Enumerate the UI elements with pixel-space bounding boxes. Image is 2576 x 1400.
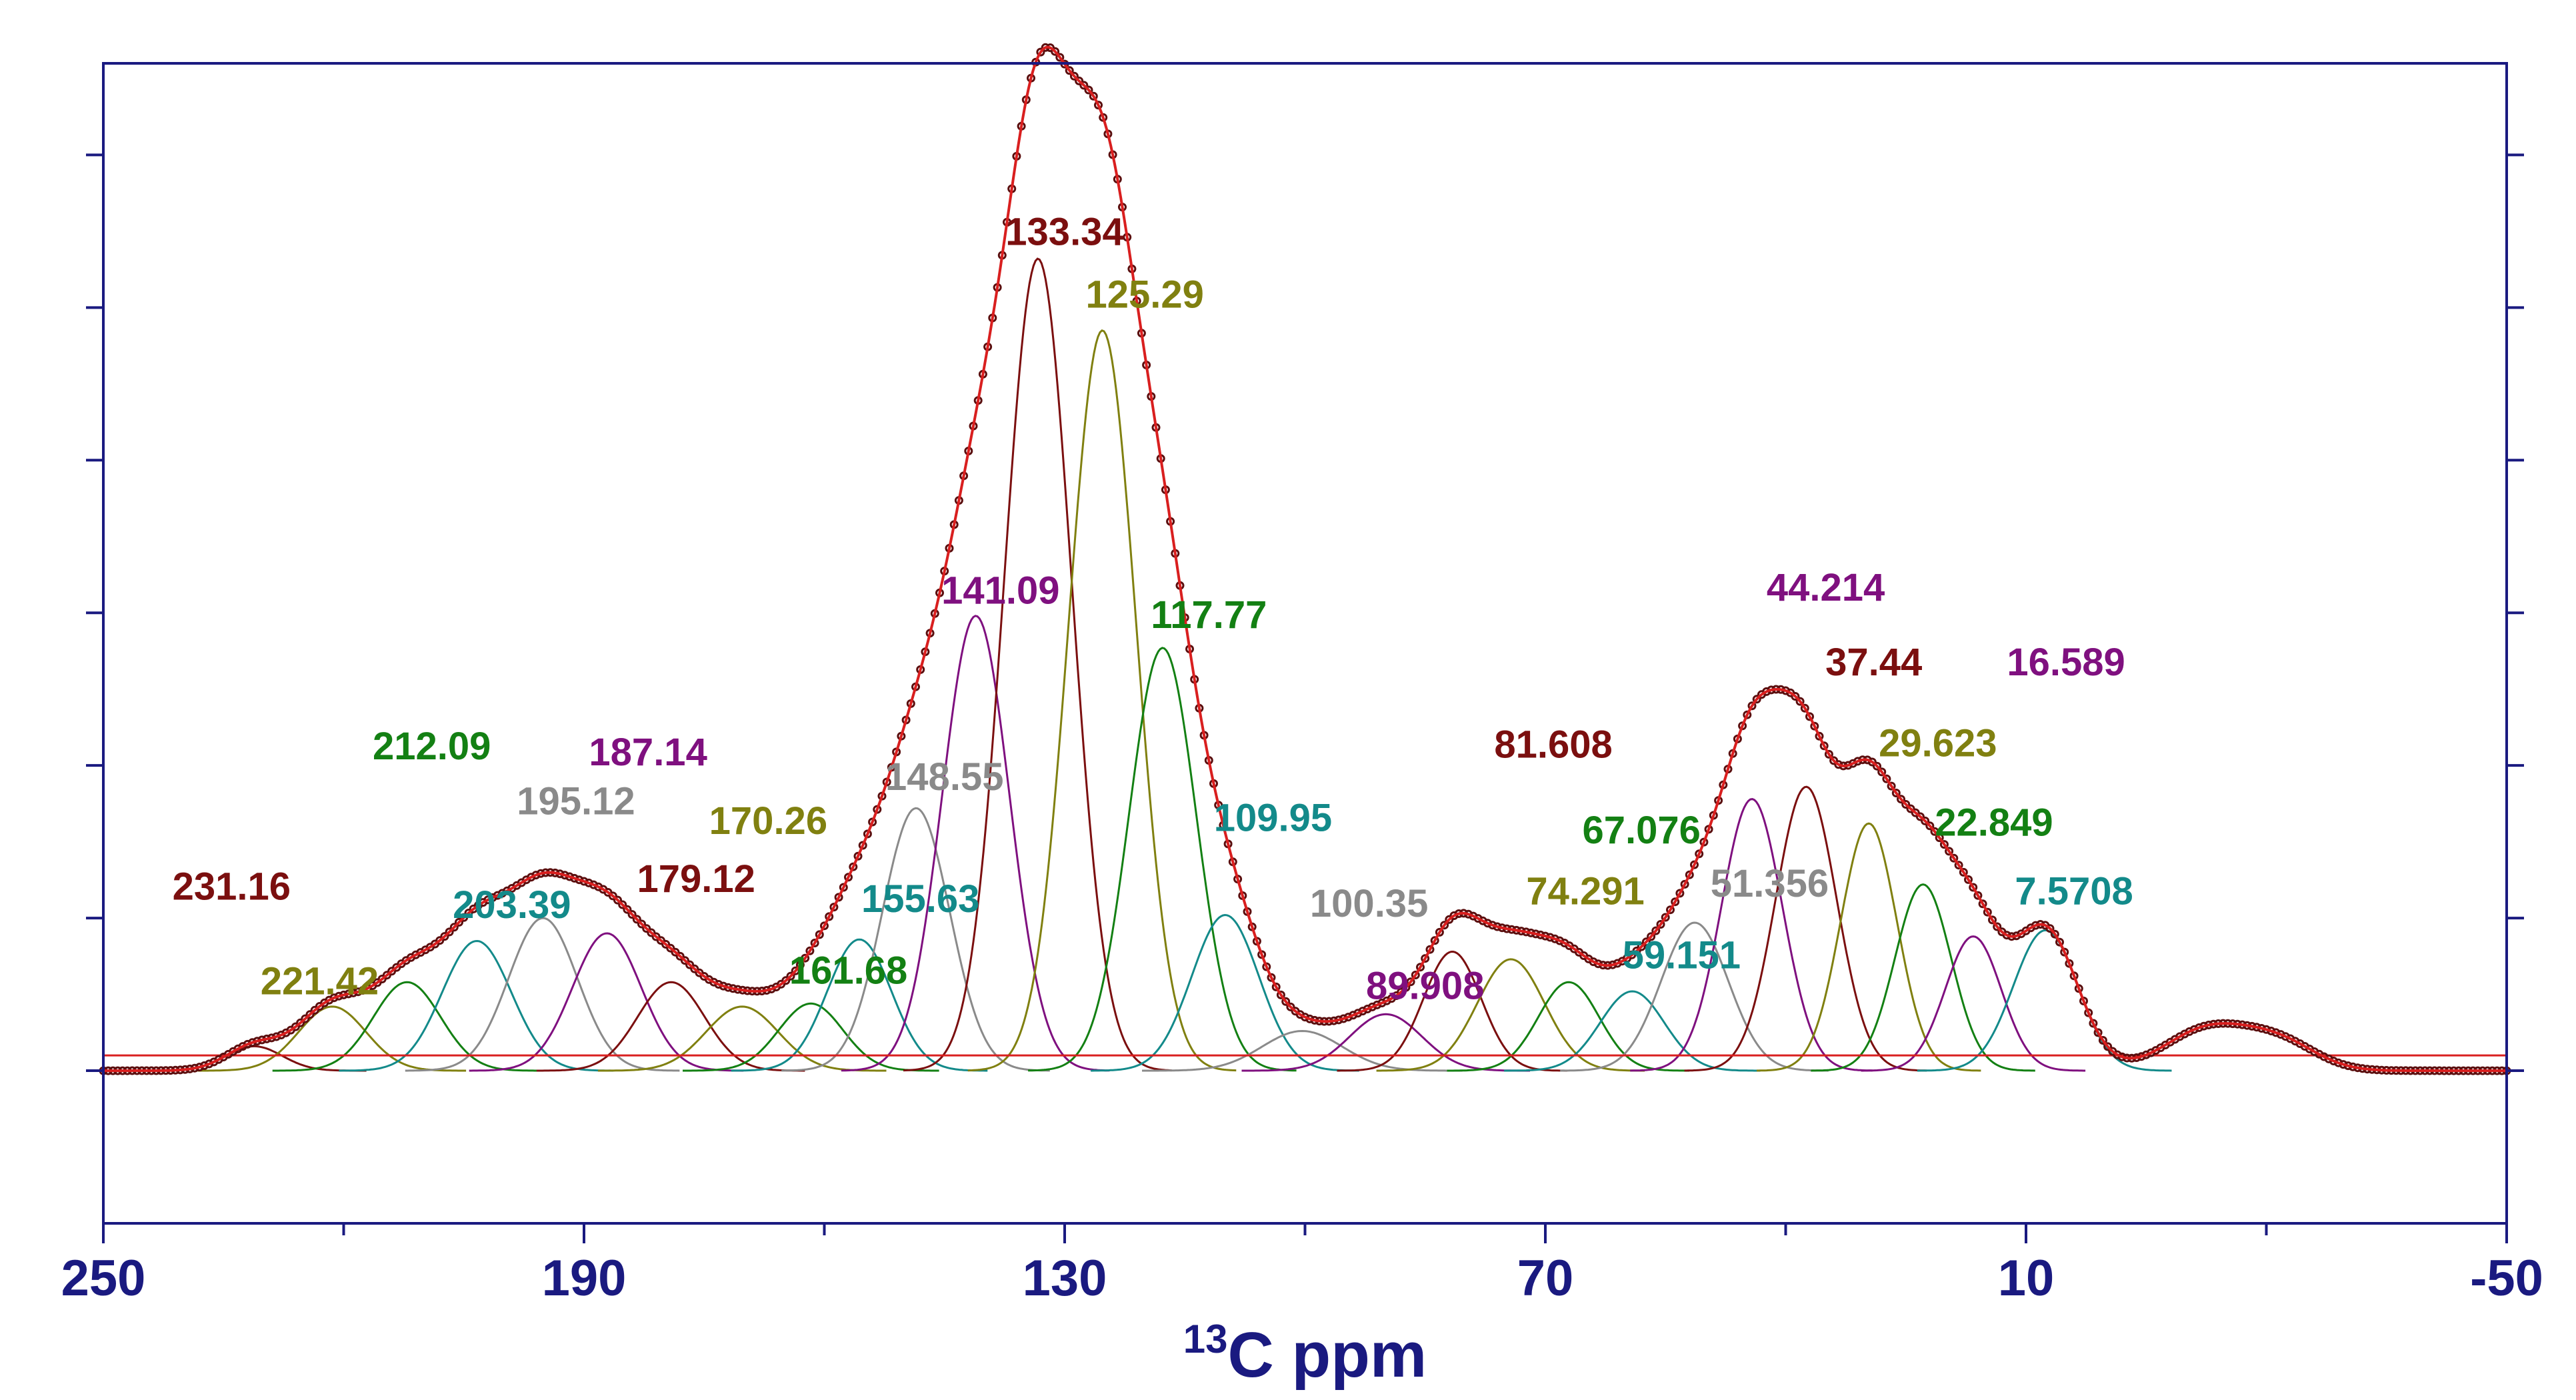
peak-label-6: 179.12 bbox=[637, 857, 755, 901]
peak-label-10: 148.55 bbox=[885, 755, 1003, 799]
peak-component-24 bbox=[1684, 785, 1927, 1072]
peak-label-8: 161.68 bbox=[789, 949, 907, 993]
peak-label-0: 231.16 bbox=[173, 865, 291, 909]
peak-label-18: 81.608 bbox=[1494, 723, 1612, 767]
axis-ticks bbox=[86, 153, 2524, 1243]
peak-component-7 bbox=[597, 1005, 887, 1072]
peak-component-13 bbox=[967, 329, 1237, 1072]
peak-label-2: 212.09 bbox=[373, 725, 491, 768]
peak-component-3 bbox=[339, 939, 613, 1072]
peak-label-5: 187.14 bbox=[589, 731, 707, 774]
x-tick-labels: 250 190 130 70 10 -50 bbox=[61, 1250, 2543, 1307]
peak-label-9: 155.63 bbox=[861, 877, 979, 921]
peak-label-26: 22.849 bbox=[1935, 801, 2053, 844]
peak-label-23: 44.214 bbox=[1767, 566, 1885, 609]
peak-label-24: 37.44 bbox=[1825, 641, 1922, 684]
peak-component-12 bbox=[903, 257, 1172, 1072]
x-tick-label-5: -50 bbox=[2470, 1250, 2543, 1307]
peak-label-21: 59.151 bbox=[1623, 934, 1741, 977]
peak-component-27 bbox=[1861, 935, 2086, 1072]
peak-component-6 bbox=[536, 981, 805, 1072]
peak-component-26 bbox=[1811, 883, 2035, 1072]
peak-labels: 231.16 221.42 212.09 203.39 195.12 187.14 179.… bbox=[173, 210, 2133, 1007]
peak-component-14 bbox=[1028, 647, 1297, 1072]
x-axis-title: 13C ppm bbox=[1183, 1317, 1427, 1391]
peak-component-21 bbox=[1504, 990, 1761, 1072]
peak-component-1 bbox=[197, 1005, 467, 1072]
fitted-peak-components bbox=[142, 257, 2172, 1072]
peak-label-20: 67.076 bbox=[1582, 809, 1700, 852]
peak-label-4: 195.12 bbox=[517, 779, 635, 823]
peak-component-5 bbox=[469, 932, 744, 1072]
peak-component-2 bbox=[272, 981, 541, 1072]
peak-label-28: 7.5708 bbox=[2015, 870, 2133, 913]
peak-component-22 bbox=[1560, 921, 1829, 1072]
peak-label-22: 51.356 bbox=[1711, 862, 1829, 905]
peak-component-25 bbox=[1757, 822, 1981, 1072]
peak-label-3: 203.39 bbox=[453, 883, 571, 927]
peak-component-4 bbox=[405, 917, 680, 1072]
fit-envelope-line bbox=[103, 45, 2507, 1073]
peak-component-11 bbox=[841, 615, 1110, 1072]
x-axis-title-superscript: 13 bbox=[1183, 1317, 1228, 1361]
peak-component-8 bbox=[683, 1002, 939, 1072]
peak-component-10 bbox=[781, 807, 1050, 1072]
peak-label-13: 125.29 bbox=[1085, 273, 1203, 316]
peak-label-17: 89.908 bbox=[1366, 964, 1484, 1007]
x-axis-title-text: C ppm bbox=[1228, 1319, 1427, 1391]
peak-label-19: 74.291 bbox=[1526, 870, 1644, 913]
peak-label-25: 29.623 bbox=[1879, 721, 1997, 765]
peak-label-27: 16.589 bbox=[2007, 641, 2125, 684]
peak-label-11: 141.09 bbox=[941, 569, 1059, 612]
peak-label-15: 109.95 bbox=[1214, 797, 1332, 840]
peak-label-12: 133.34 bbox=[1005, 210, 1123, 253]
x-tick-label-1: 190 bbox=[542, 1250, 627, 1307]
x-tick-label-2: 130 bbox=[1023, 1250, 1107, 1307]
peak-label-14: 117.77 bbox=[1151, 593, 1267, 637]
peak-component-28 bbox=[1917, 929, 2172, 1072]
peak-component-18 bbox=[1337, 950, 1567, 1072]
peak-component-15 bbox=[1091, 913, 1359, 1072]
x-tick-label-0: 250 bbox=[61, 1250, 146, 1307]
peak-label-7: 170.26 bbox=[709, 799, 827, 843]
peak-label-1: 221.42 bbox=[261, 960, 379, 1003]
peak-label-16: 100.35 bbox=[1310, 882, 1428, 925]
peak-component-9 bbox=[731, 938, 988, 1072]
x-tick-label-4: 10 bbox=[1998, 1250, 2055, 1307]
peak-component-20 bbox=[1447, 981, 1689, 1072]
peak-component-23 bbox=[1630, 798, 1873, 1072]
x-tick-label-3: 70 bbox=[1517, 1250, 1574, 1307]
